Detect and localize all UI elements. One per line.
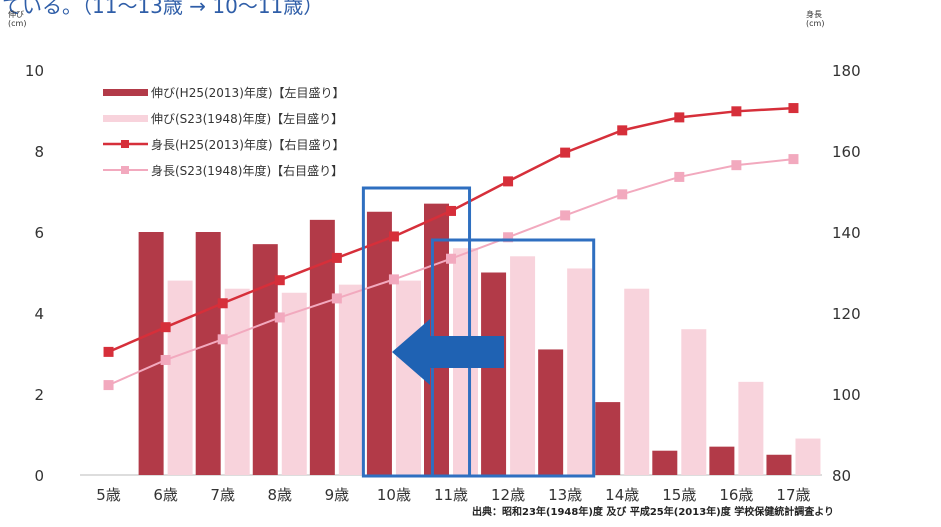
x-axis-category-label: 7歳 bbox=[210, 486, 235, 504]
left-axis-tick-label: 8 bbox=[34, 143, 44, 161]
right-axis-unit: 身長 (cm) bbox=[806, 10, 824, 28]
x-axis-category-label: 14歳 bbox=[605, 486, 639, 504]
left-axis-name: 伸び bbox=[8, 10, 24, 19]
line-1948-point bbox=[617, 189, 628, 200]
bar-1948 bbox=[681, 329, 707, 475]
line-2013-point bbox=[217, 298, 228, 309]
bar-2013 bbox=[538, 349, 564, 475]
x-axis-category-label: 5歳 bbox=[96, 486, 121, 504]
bar-1948 bbox=[167, 280, 193, 475]
bar-2013 bbox=[138, 232, 164, 475]
bar-1948 bbox=[281, 292, 307, 475]
header-text: ている。（11～13歳 → 10～11歳） bbox=[2, 0, 324, 18]
line-1948-point bbox=[331, 293, 342, 304]
right-axis-name: 身長 bbox=[806, 10, 822, 19]
right-axis-tick-label: 160 bbox=[832, 143, 861, 161]
left-axis-unit-text: (cm) bbox=[8, 19, 27, 28]
bar-2013 bbox=[766, 454, 792, 475]
right-axis-unit-text: (cm) bbox=[806, 19, 825, 28]
bar-1948 bbox=[224, 288, 250, 475]
bar-2013 bbox=[709, 446, 735, 475]
x-axis-category-label: 10歳 bbox=[377, 486, 411, 504]
line-1948-point bbox=[388, 274, 399, 285]
line-1948-point bbox=[731, 160, 742, 171]
line-2013-point bbox=[503, 176, 514, 187]
legend-swatch-marker-2013 bbox=[121, 140, 129, 148]
highlight-box-10-11 bbox=[361, 186, 472, 478]
line-1948-point bbox=[674, 171, 685, 182]
legend-swatch-bar-2013 bbox=[103, 89, 148, 96]
line-1948-point bbox=[160, 354, 171, 365]
bar-1948 bbox=[567, 268, 593, 475]
right-axis-tick-label: 140 bbox=[832, 224, 861, 242]
left-axis-tick-label: 10 bbox=[25, 62, 44, 80]
line-2013-point bbox=[274, 275, 285, 286]
bar-1948 bbox=[795, 438, 821, 475]
x-axis-category-label: 9歳 bbox=[325, 486, 350, 504]
bar-2013 bbox=[595, 402, 621, 475]
line-2013-point bbox=[731, 106, 742, 117]
bar-1948 bbox=[738, 381, 764, 475]
bar-1948 bbox=[624, 288, 650, 475]
legend-swatch-marker-1948 bbox=[121, 166, 129, 174]
right-axis-tick-label: 100 bbox=[832, 386, 861, 404]
line-1948-point bbox=[788, 154, 799, 165]
legend-swatch-bar-1948 bbox=[103, 115, 148, 122]
right-axis-tick-label: 180 bbox=[832, 62, 861, 80]
bar-2013 bbox=[481, 272, 507, 475]
line-1948-point bbox=[446, 253, 456, 264]
left-axis-tick-label: 4 bbox=[34, 305, 44, 323]
legend-label: 身長(H25(2013)年度)【右目盛り】 bbox=[151, 137, 345, 152]
legend-label: 伸び(H25(2013)年度)【左目盛り】 bbox=[151, 85, 345, 100]
bar-2013 bbox=[195, 232, 221, 475]
line-2013-point bbox=[103, 346, 114, 357]
line-2013-point bbox=[160, 322, 171, 333]
x-axis-category-label: 17歳 bbox=[776, 486, 810, 504]
line-2013-point bbox=[560, 147, 571, 158]
bar-1948 bbox=[395, 280, 421, 475]
bar-1948 bbox=[510, 256, 536, 475]
bar-2013 bbox=[252, 244, 278, 475]
line-1948-point bbox=[560, 210, 571, 221]
source-note: 出典：昭和23年(1948年)度 及び 平成25年(2013年)度 学校保健統計… bbox=[472, 507, 835, 518]
line-2013-point bbox=[331, 252, 342, 263]
legend-label: 身長(S23(1948)年度)【右目盛り】 bbox=[151, 163, 343, 178]
bar-1948 bbox=[338, 284, 364, 475]
left-axis-unit: 伸び (cm) bbox=[8, 10, 26, 28]
x-axis-category-label: 13歳 bbox=[548, 486, 582, 504]
bar-2013 bbox=[309, 219, 335, 475]
line-2013-point bbox=[388, 231, 399, 242]
line-2013-point bbox=[674, 112, 685, 123]
bar-2013 bbox=[652, 450, 678, 475]
bar-2013 bbox=[366, 211, 392, 475]
x-axis-category-label: 11歳 bbox=[434, 486, 468, 504]
x-axis-category-label: 15歳 bbox=[662, 486, 696, 504]
left-axis-tick-label: 6 bbox=[34, 224, 44, 242]
x-axis-category-label: 12歳 bbox=[491, 486, 525, 504]
line-1948-point bbox=[103, 380, 114, 391]
legend-label: 伸び(S23(1948)年度)【左目盛り】 bbox=[151, 111, 343, 126]
left-axis-tick-label: 0 bbox=[34, 467, 44, 485]
line-1948-point bbox=[503, 232, 514, 243]
right-axis-tick-label: 120 bbox=[832, 305, 861, 323]
shift-arrow-icon bbox=[392, 319, 504, 385]
line-1948-point bbox=[274, 312, 285, 323]
line-2013-point bbox=[788, 103, 799, 114]
right-axis-tick-label: 80 bbox=[832, 467, 851, 485]
line-2013-point bbox=[617, 125, 628, 136]
line-1948-point bbox=[217, 334, 228, 345]
line-2013-point bbox=[446, 205, 456, 216]
x-axis-category-label: 8歳 bbox=[267, 486, 292, 504]
x-axis-category-label: 16歳 bbox=[719, 486, 753, 504]
x-axis-category-label: 6歳 bbox=[153, 486, 178, 504]
left-axis-tick-label: 2 bbox=[34, 386, 44, 404]
